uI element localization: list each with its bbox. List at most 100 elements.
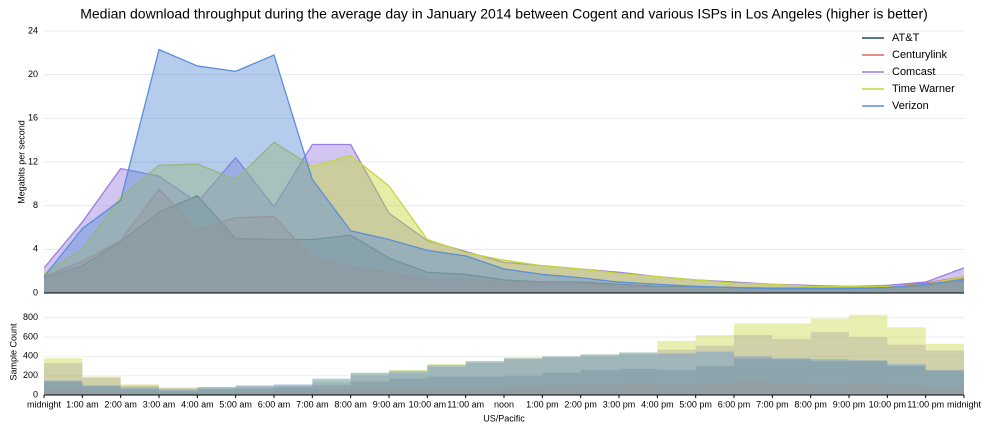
histogram-bar xyxy=(772,383,811,395)
histogram-bar xyxy=(312,382,351,395)
histogram-bar xyxy=(695,335,734,395)
x-tick-label: 3:00 pm xyxy=(603,399,636,409)
histogram-bar xyxy=(465,363,504,395)
histogram-bar xyxy=(82,376,121,395)
histogram-bar xyxy=(389,388,428,395)
x-tick-label: 4:00 pm xyxy=(641,399,674,409)
histogram-bar xyxy=(274,385,313,395)
histogram-bar xyxy=(504,358,543,395)
area xyxy=(44,142,964,293)
histogram-bar xyxy=(619,352,658,395)
histogram-bar xyxy=(235,386,274,395)
x-tick-label: midnight xyxy=(947,399,982,409)
histogram-bar xyxy=(44,381,83,395)
histogram-bar xyxy=(312,378,351,395)
line xyxy=(43,48,965,290)
histogram-bar xyxy=(734,323,773,395)
histogram-bar xyxy=(542,385,581,395)
legend-label: Time Warner xyxy=(892,83,955,95)
histogram-bar xyxy=(734,356,773,395)
legend-label: AT&T xyxy=(892,32,920,44)
x-tick-label: 1:00 am xyxy=(66,399,99,409)
y-tick-label: 0 xyxy=(33,287,38,297)
histogram-bar xyxy=(350,372,389,395)
histogram-bar xyxy=(580,354,619,395)
histogram-bar xyxy=(312,390,351,395)
histogram-bar xyxy=(772,338,811,395)
histogram-bar xyxy=(925,387,964,395)
histogram-bar xyxy=(159,389,198,395)
histogram-bar xyxy=(389,369,428,395)
histogram-bar xyxy=(235,386,274,395)
histogram-bar xyxy=(159,388,198,395)
x-tick-label: midnight xyxy=(27,399,62,409)
histogram-bar xyxy=(159,391,198,395)
y-tick-label: 24 xyxy=(28,25,38,35)
histogram-bar xyxy=(619,383,658,395)
histogram-bar xyxy=(197,389,236,395)
y-tick-label: 0 xyxy=(33,389,38,399)
histogram-bar xyxy=(695,345,734,395)
x-tick-label: 8:00 pm xyxy=(794,399,827,409)
y-axis-label: Sample Count xyxy=(8,323,18,381)
line xyxy=(43,141,965,288)
x-tick-label: 10:00 am xyxy=(409,399,447,409)
histogram-bar xyxy=(197,387,236,395)
histogram-bar xyxy=(120,392,159,395)
histogram-bar xyxy=(120,385,159,395)
histogram-bar xyxy=(120,389,159,395)
histogram-bar xyxy=(849,360,888,395)
y-tick-label: 200 xyxy=(23,370,38,380)
histogram-bar xyxy=(734,335,773,395)
histogram-bar xyxy=(44,380,83,395)
histogram-bar xyxy=(619,368,658,395)
histogram-bar xyxy=(44,363,83,395)
histogram-bar xyxy=(82,385,121,395)
histogram-bar xyxy=(465,361,504,395)
histogram-bar xyxy=(427,376,466,395)
histogram-bar xyxy=(657,340,696,395)
histogram-bar xyxy=(504,375,543,395)
histogram-bar xyxy=(427,387,466,395)
histogram-bar xyxy=(925,369,964,395)
x-tick-label: 9:00 am xyxy=(373,399,406,409)
histogram-bar xyxy=(350,375,389,395)
histogram-bar xyxy=(849,314,888,395)
legend-label: Verizon xyxy=(892,100,929,112)
x-tick-label: 6:00 pm xyxy=(718,399,751,409)
histogram-bar xyxy=(580,384,619,395)
histogram-bar xyxy=(619,354,658,395)
histogram-bar xyxy=(887,327,926,395)
y-tick-label: 800 xyxy=(23,312,38,322)
histogram-bar xyxy=(427,364,466,395)
histogram-bar xyxy=(504,357,543,395)
histogram-bar xyxy=(887,344,926,395)
histogram-bar xyxy=(159,387,198,395)
histogram-bar xyxy=(580,354,619,395)
x-tick-label: 5:00 pm xyxy=(679,399,712,409)
histogram-bar xyxy=(542,372,581,395)
histogram-bar xyxy=(274,385,313,395)
histogram-bar xyxy=(350,372,389,395)
histogram-bar xyxy=(312,385,351,395)
histogram-bar xyxy=(849,337,888,395)
histogram-bar xyxy=(312,379,351,395)
histogram-bar xyxy=(274,384,313,395)
histogram-bar xyxy=(925,350,964,395)
histogram-bar xyxy=(849,383,888,395)
histogram-bar xyxy=(120,387,159,395)
histogram-bar xyxy=(82,386,121,395)
histogram-bar xyxy=(389,378,428,395)
histogram-bar xyxy=(44,389,83,395)
x-tick-label: 4:00 am xyxy=(181,399,214,409)
x-axis-label: US/Pacific xyxy=(483,413,525,423)
x-tick-label: 5:00 am xyxy=(219,399,252,409)
histogram-bar xyxy=(235,385,274,395)
legend-label: Comcast xyxy=(892,66,935,78)
histogram-bar xyxy=(734,358,773,395)
histogram-bar xyxy=(120,384,159,395)
histogram-bar xyxy=(274,391,313,395)
histogram-bar xyxy=(580,356,619,395)
histogram-bar xyxy=(82,377,121,395)
